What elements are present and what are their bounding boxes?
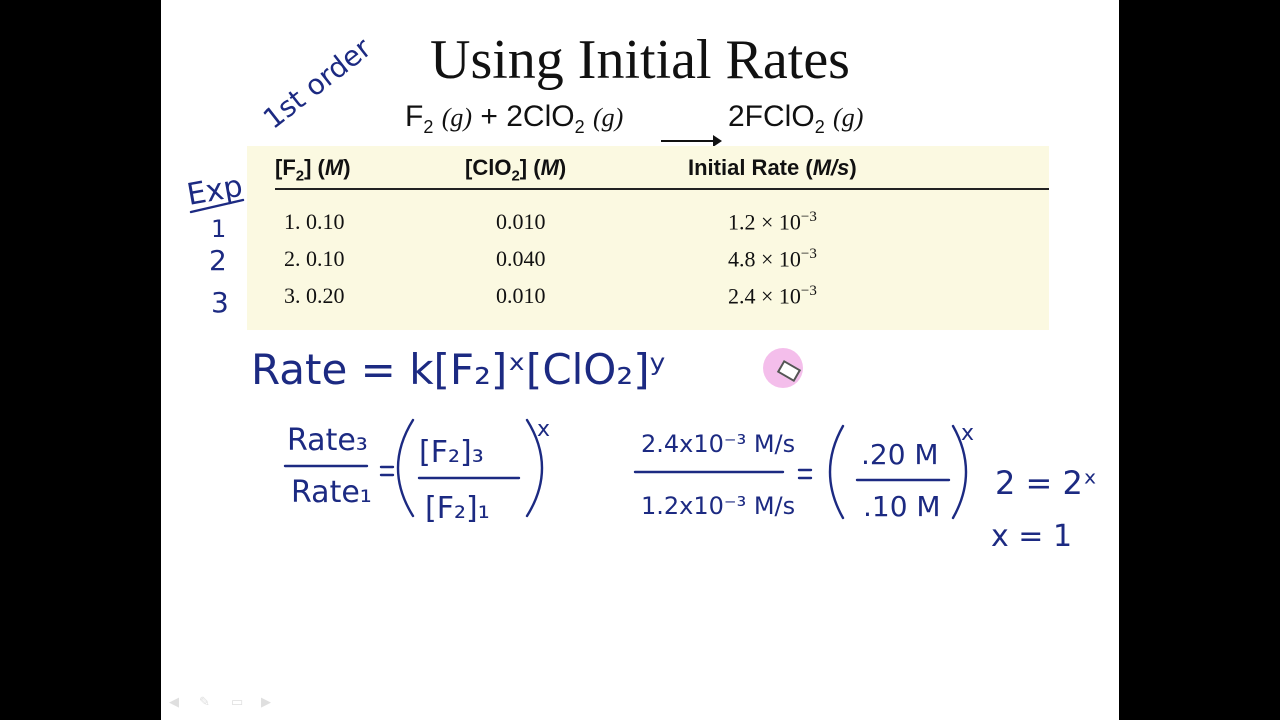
rate-value-3: 2.4x10⁻³ M/s <box>641 430 795 458</box>
rate-value-1: 1.2x10⁻³ M/s <box>641 492 795 520</box>
ratio-f2-1: [F₂]₁ <box>425 491 490 526</box>
slide: Using Initial Rates F2 (g) + 2ClO2 (g) 2… <box>161 0 1119 720</box>
rate-law: Rate = k[F₂]ˣ[ClO₂]ʸ <box>251 345 665 394</box>
conc-020: .20 M <box>861 438 939 471</box>
ratio-f2-3: [F₂]₃ <box>419 435 484 470</box>
exp-number-1: 1 <box>211 215 226 243</box>
cell-f2-3: 3. 0.20 <box>284 283 345 308</box>
ratio-rate-1: Rate₁ <box>291 475 372 510</box>
cell-f2-2: 2. 0.10 <box>284 246 345 271</box>
exp-number-3: 3 <box>211 286 229 319</box>
exp-underline <box>189 198 245 214</box>
reaction-arrow <box>661 135 722 147</box>
paren-right-2 <box>951 424 968 520</box>
exponent-x-1: x <box>537 417 550 442</box>
paren-left-2 <box>828 424 845 520</box>
slide-title: Using Initial Rates <box>430 29 850 91</box>
result-equation: 2 = 2ˣ <box>995 464 1097 502</box>
cell-f2-1: 1. 0.10 <box>284 209 345 234</box>
pen-icon[interactable]: ✎ <box>199 694 210 709</box>
cell-clo2-3: 0.010 <box>496 283 546 308</box>
ratio-rate-3: Rate₃ <box>287 423 368 458</box>
conc-010: .10 M <box>863 490 941 523</box>
reaction-product: 2FClO2 (g) <box>728 100 864 137</box>
reaction-reactants: F2 (g) + 2ClO2 (g) <box>405 100 624 137</box>
cell-rate-3: 2.4 × 10−3 <box>728 283 817 309</box>
header-clo2: [ClO2] (M) <box>465 155 567 185</box>
paren-left-1 <box>396 418 415 518</box>
table-header-rule <box>275 188 1049 190</box>
header-f2: [F2] (M) <box>275 155 351 185</box>
next-icon[interactable]: ▶ <box>261 694 271 709</box>
rate-table <box>247 146 1049 330</box>
handwriting-layer: 1st order Exp 1 2 3 Rate = k[F₂]ˣ[ClO₂]ʸ… <box>184 31 1097 554</box>
header-rate: Initial Rate (M/s) <box>688 155 857 180</box>
cell-rate-2: 4.8 × 10−3 <box>728 246 817 272</box>
cell-rate-1: 1.2 × 10−3 <box>728 209 817 235</box>
cell-clo2-1: 0.010 <box>496 209 546 234</box>
order-note: 1st order <box>257 31 378 135</box>
menu-icon[interactable]: ▭ <box>231 694 244 709</box>
paren-right-1 <box>525 418 544 518</box>
exp-number-2: 2 <box>209 244 227 277</box>
result-x: x = 1 <box>991 519 1072 554</box>
exponent-x-2: x <box>961 421 974 446</box>
prev-icon[interactable]: ◀ <box>169 694 179 709</box>
cell-clo2-2: 0.040 <box>496 246 546 271</box>
